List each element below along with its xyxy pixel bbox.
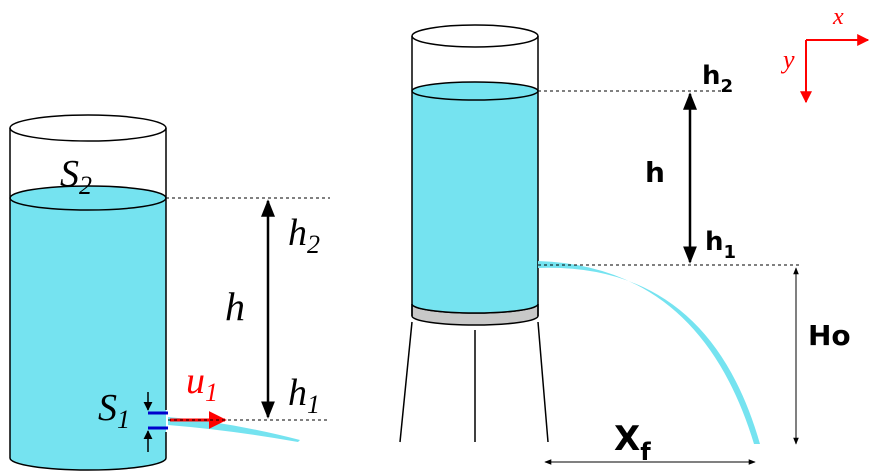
right-jet-trajectory [538, 261, 760, 444]
left-tank-water [10, 198, 166, 470]
right-tank-rim [411, 24, 539, 48]
right-tank-water [412, 91, 538, 313]
left-outlet [148, 411, 168, 430]
label-ho: Ho [808, 319, 851, 352]
x-axis-label: x [832, 4, 844, 30]
right-water-surface [411, 81, 539, 101]
right-tank-water-bottom [411, 303, 539, 314]
label-h1-right: h1 [705, 227, 736, 263]
label-h-right: h [645, 156, 665, 189]
left-jet [168, 417, 300, 442]
stand-leg-left [399, 321, 413, 443]
label-h2-right: h2 [702, 61, 733, 97]
left-tank [9, 114, 167, 471]
left-tank-bottom [9, 457, 167, 471]
label-h-left: h [225, 284, 245, 329]
coordinate-axes: x y [780, 4, 870, 104]
y-axis-label: y [780, 45, 795, 74]
left-tank-rim [9, 114, 167, 142]
label-xf: Xf [614, 419, 651, 466]
label-h2-left: h2 [288, 212, 320, 259]
right-tank [399, 24, 549, 443]
stand-leg-right [537, 321, 549, 443]
label-h1-left: h1 [288, 372, 320, 419]
label-s2: S2 [60, 153, 92, 200]
label-u1: u1 [186, 360, 218, 407]
label-s1: S1 [98, 387, 130, 434]
